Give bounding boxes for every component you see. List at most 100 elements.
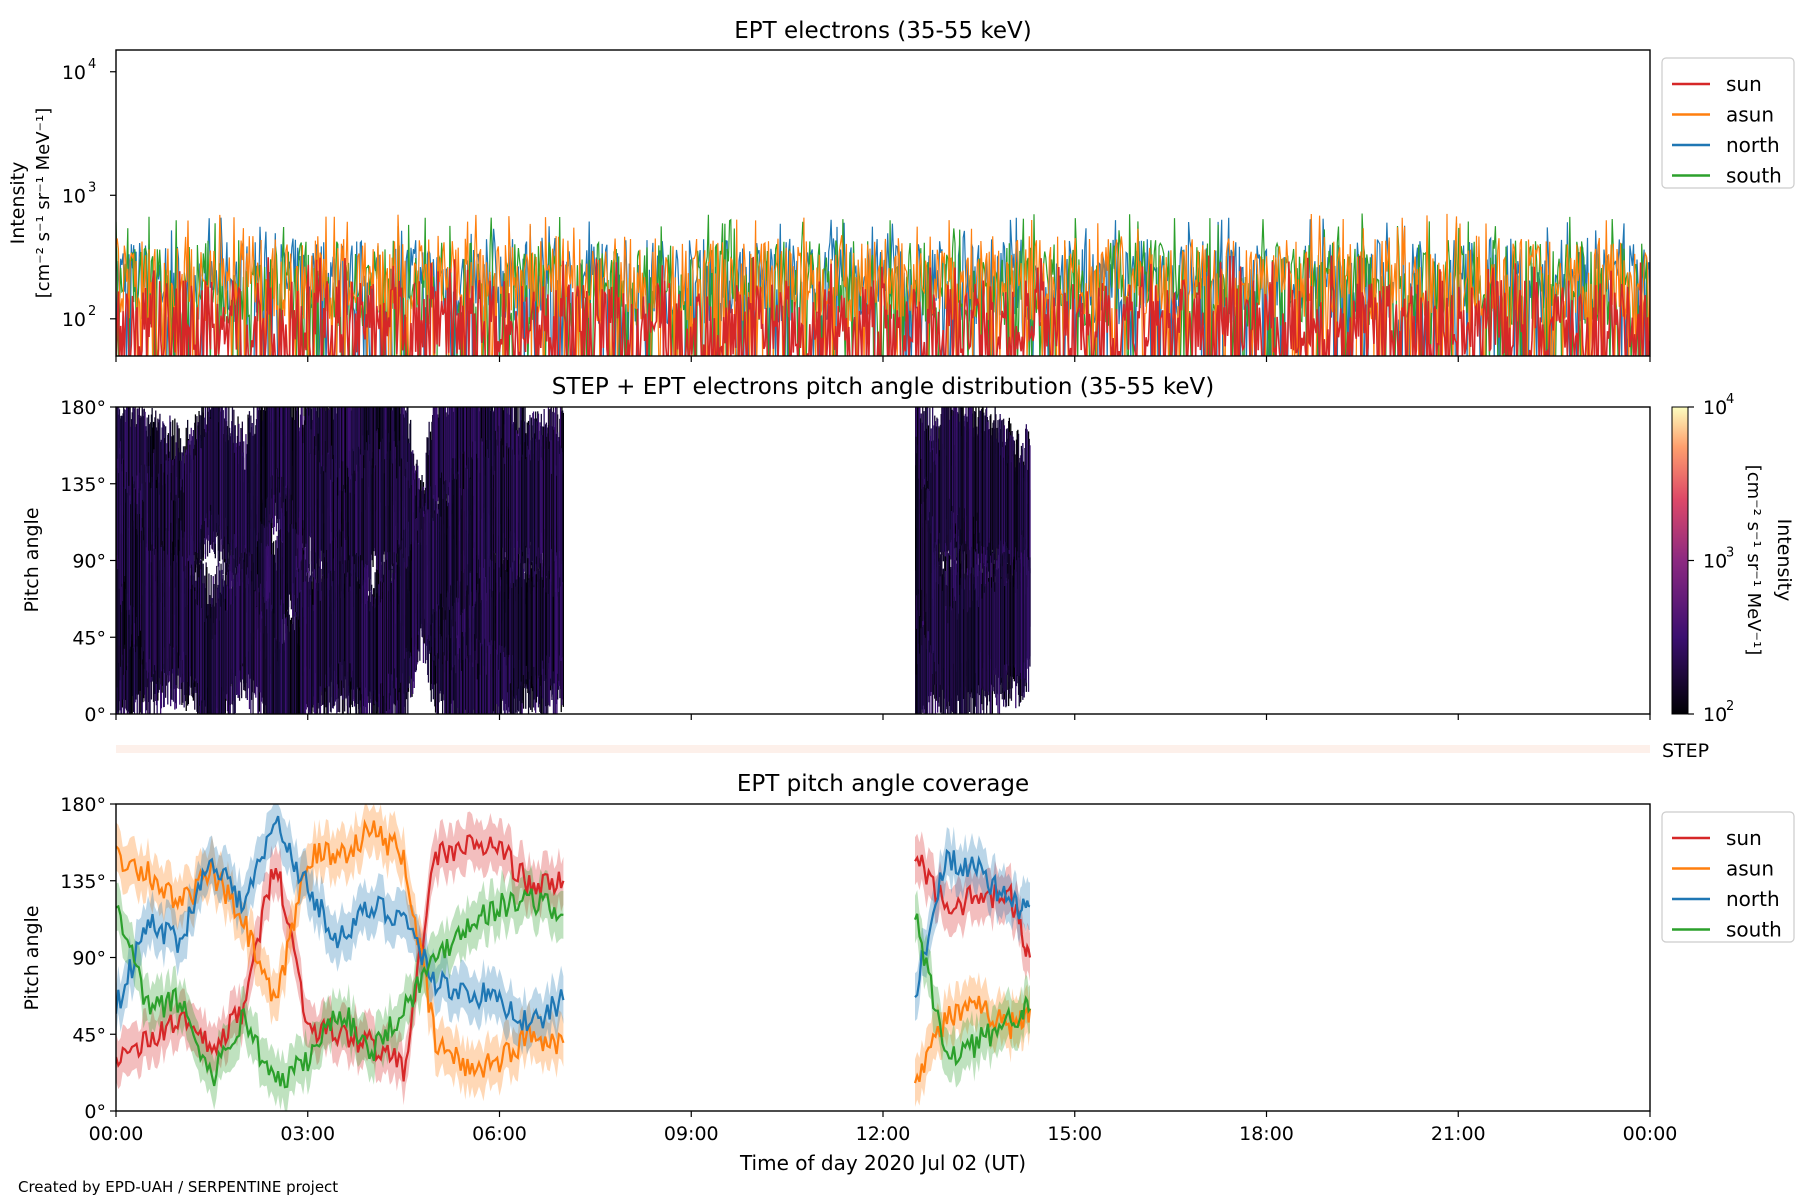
heatmap-cell bbox=[432, 407, 434, 549]
heatmap-cell bbox=[130, 591, 133, 714]
heatmap-cell bbox=[312, 426, 314, 572]
heatmap-cell bbox=[924, 616, 926, 710]
heatmap-cell bbox=[971, 607, 973, 693]
heatmap-cell bbox=[208, 407, 210, 536]
heatmap-cell bbox=[118, 562, 121, 646]
panel4-ytick-label: 90° bbox=[72, 948, 106, 970]
heatmap-cell bbox=[177, 539, 180, 668]
heatmap-cell bbox=[295, 513, 297, 616]
heatmap-cell bbox=[286, 611, 288, 714]
heatmap-cell bbox=[445, 480, 447, 620]
heatmap-cell bbox=[276, 535, 278, 681]
heatmap-cell bbox=[413, 498, 415, 580]
heatmap-cell bbox=[135, 610, 138, 695]
heatmap-cell bbox=[217, 601, 219, 714]
heatmap-cell bbox=[922, 407, 924, 545]
heatmap-cell bbox=[179, 460, 181, 626]
heatmap-cell bbox=[373, 407, 376, 506]
heatmap-cell bbox=[204, 437, 206, 521]
heatmap-cell bbox=[338, 498, 340, 584]
heatmap-cell bbox=[404, 417, 406, 508]
heatmap-cell bbox=[197, 454, 199, 542]
heatmap-cell bbox=[339, 529, 341, 697]
heatmap-cell bbox=[449, 526, 452, 654]
heatmap-cell bbox=[1005, 460, 1007, 547]
heatmap-cell bbox=[234, 425, 236, 564]
heatmap-cell bbox=[235, 443, 237, 549]
heatmap-cell bbox=[961, 407, 963, 546]
heatmap-cell bbox=[439, 407, 442, 532]
heatmap-cell bbox=[360, 555, 362, 714]
heatmap-cell bbox=[512, 571, 514, 656]
heatmap-cell bbox=[141, 518, 143, 665]
heatmap-cell bbox=[971, 600, 974, 699]
heatmap-cell bbox=[189, 580, 192, 673]
heatmap-cell bbox=[195, 590, 197, 691]
heatmap-cell bbox=[137, 408, 139, 531]
heatmap-cell bbox=[410, 550, 412, 653]
heatmap-cell bbox=[326, 483, 329, 563]
heatmap-cell bbox=[366, 568, 368, 714]
heatmap-cell bbox=[267, 598, 269, 714]
heatmap-cell bbox=[284, 640, 286, 714]
heatmap-cell bbox=[1012, 456, 1014, 563]
heatmap-cell bbox=[493, 412, 495, 488]
heatmap-cell bbox=[476, 407, 479, 515]
heatmap-cell bbox=[446, 407, 449, 535]
heatmap-cell bbox=[179, 551, 181, 656]
heatmap-cell bbox=[124, 409, 126, 516]
heatmap-cell bbox=[363, 579, 365, 707]
heatmap-cell bbox=[143, 527, 145, 669]
heatmap-cell bbox=[213, 407, 215, 532]
heatmap-cell bbox=[402, 435, 404, 600]
heatmap-cell bbox=[444, 407, 447, 534]
heatmap-cell bbox=[976, 435, 978, 513]
heatmap-cell bbox=[182, 455, 185, 616]
heatmap-cell bbox=[130, 504, 132, 606]
heatmap-cell bbox=[995, 559, 998, 706]
heatmap-cell bbox=[365, 604, 367, 688]
heatmap-cell bbox=[374, 597, 376, 704]
heatmap-cell bbox=[193, 588, 195, 683]
heatmap-cell bbox=[221, 407, 223, 539]
intensity-series-group bbox=[116, 213, 1650, 356]
heatmap-cell bbox=[477, 458, 479, 584]
heatmap-cell bbox=[558, 533, 560, 681]
heatmap-cell bbox=[467, 407, 469, 534]
panel4-legend-label-asun: asun bbox=[1726, 857, 1774, 881]
heatmap-cell bbox=[282, 530, 285, 625]
heatmap-cell bbox=[997, 420, 999, 570]
heatmap-cell bbox=[451, 407, 453, 514]
heatmap-cell bbox=[294, 630, 296, 714]
heatmap-cell bbox=[125, 422, 127, 505]
heatmap-cell bbox=[221, 594, 223, 714]
heatmap-cell bbox=[486, 440, 488, 593]
heatmap-cell bbox=[496, 554, 498, 651]
heatmap-cell bbox=[438, 509, 440, 606]
heatmap-cell bbox=[401, 540, 403, 689]
heatmap-cell bbox=[404, 626, 406, 707]
heatmap-cell bbox=[393, 552, 395, 698]
heatmap-cell bbox=[136, 504, 138, 647]
heatmap-cell bbox=[986, 566, 988, 714]
heatmap-cell bbox=[131, 588, 133, 714]
heatmap-cell bbox=[395, 557, 397, 689]
heatmap-cell bbox=[265, 600, 268, 714]
heatmap-cell bbox=[522, 454, 524, 552]
heatmap-cell bbox=[296, 612, 298, 714]
heatmap-cell bbox=[391, 568, 393, 687]
heatmap-cell bbox=[369, 611, 371, 692]
heatmap-cell bbox=[390, 583, 393, 675]
coverage-band-south bbox=[116, 864, 564, 1111]
heatmap-cell bbox=[159, 413, 161, 561]
heatmap-cell bbox=[159, 494, 161, 570]
heatmap-cell bbox=[265, 546, 268, 624]
heatmap-cell bbox=[520, 420, 523, 587]
heatmap-cell bbox=[513, 428, 515, 584]
heatmap-cell bbox=[470, 514, 472, 676]
heatmap-cell bbox=[992, 578, 994, 692]
heatmap-cell bbox=[958, 613, 960, 700]
heatmap-cell bbox=[917, 467, 920, 595]
heatmap-cell bbox=[962, 407, 964, 552]
colorbar-label-line1: Intensity bbox=[1773, 519, 1795, 602]
